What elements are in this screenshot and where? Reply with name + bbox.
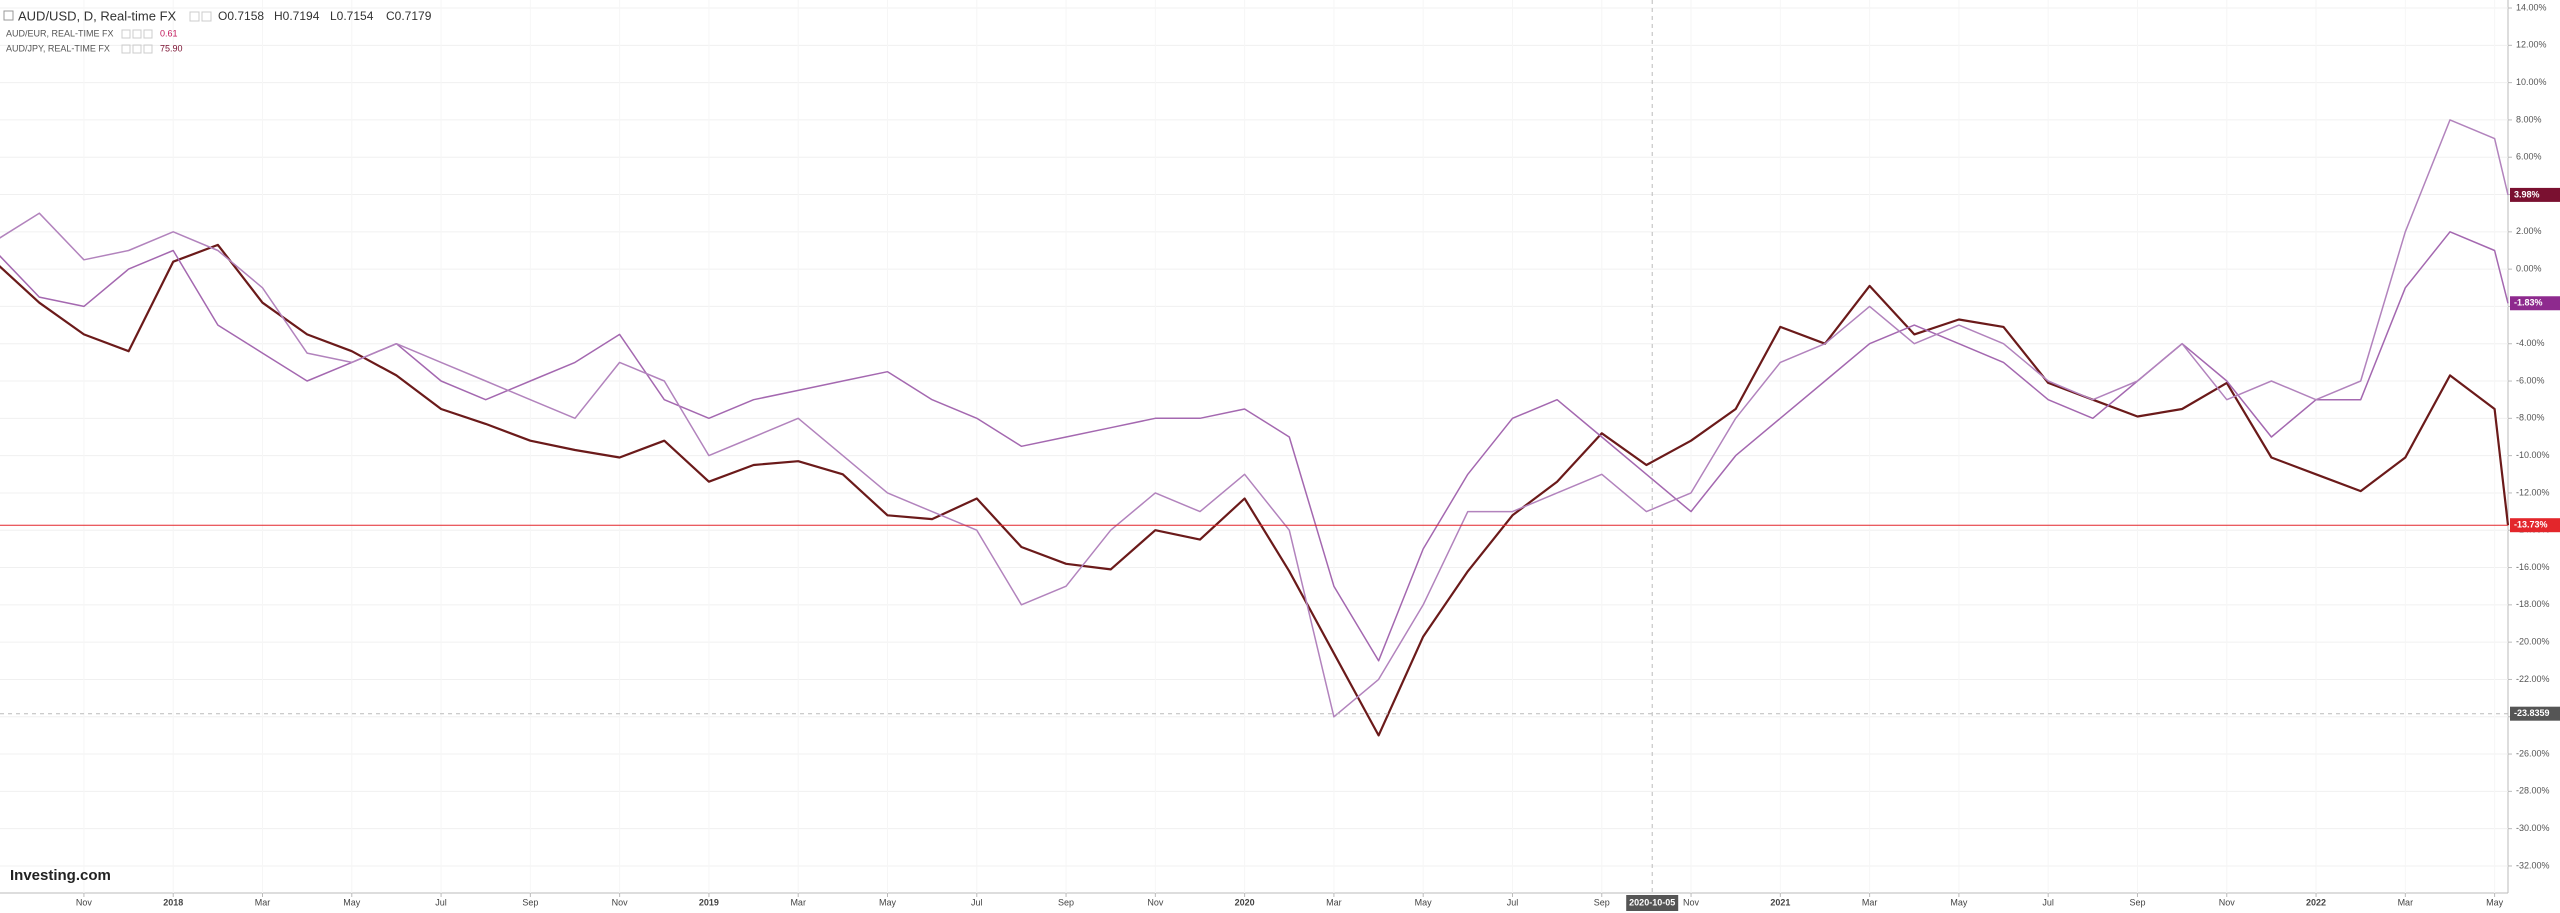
x-tick-label: Sep [1594,897,1610,907]
ohlc-value: L0.7154 [330,9,374,23]
x-tick-label: Mar [1326,897,1342,907]
x-tick-label: May [2486,897,2504,907]
y-tick-label: -6.00% [2516,375,2545,385]
ohlc-value: O0.7158 [218,9,264,23]
y-tick-label: -22.00% [2516,674,2550,684]
price-tag [2510,187,2560,202]
y-tick-label: -8.00% [2516,413,2545,423]
price-tag-label: -1.83% [2514,298,2543,308]
logo: Investing.com [10,867,111,884]
y-tick-label: 8.00% [2516,114,2542,124]
x-tick-label: 2019 [699,897,719,907]
x-tick-label: Mar [790,897,806,907]
legend-label: AUD/JPY, REAL-TIME FX [6,43,110,53]
series-line [0,119,2509,718]
legend-icon[interactable] [121,29,131,39]
x-tick-label: 2021 [1770,897,1790,907]
crosshair-y-tag [2510,706,2560,721]
chart-title: AUD/USD, D, Real-time FX [18,8,177,23]
y-tick-label: -12.00% [2516,487,2550,497]
price-tag [2510,296,2560,311]
y-tick-label: 0.00% [2516,264,2542,274]
legend-icon[interactable] [121,44,131,54]
y-tick-label: -32.00% [2516,860,2550,870]
header-icon[interactable] [189,11,200,22]
crosshair-x-label: 2020-10-05 [1629,897,1675,907]
x-tick-label: 2018 [163,897,183,907]
price-tag [2510,518,2560,533]
x-tick-label: Sep [2129,897,2145,907]
legend-icon[interactable] [132,29,142,39]
x-tick-label: Mar [1862,897,1878,907]
x-tick-label: 2020 [1235,897,1255,907]
header-icon[interactable] [201,11,212,22]
legend-icon[interactable] [143,29,153,39]
x-tick-label: May [1950,897,1968,907]
y-tick-label: 14.00% [2516,2,2547,12]
x-tick-label: 2022 [2306,897,2326,907]
x-tick-label: Nov [612,897,629,907]
x-tick-label: May [1415,897,1433,907]
price-tag-label: -13.73% [2514,520,2548,530]
x-tick-label: Jul [2042,897,2054,907]
y-tick-label: -26.00% [2516,748,2550,758]
y-tick-label: 12.00% [2516,40,2547,50]
y-tick-label: -20.00% [2516,637,2550,647]
x-tick-label: Jul [1507,897,1519,907]
x-tick-label: May [879,897,897,907]
x-tick-label: Mar [255,897,271,907]
legend-icon[interactable] [132,44,142,54]
price-tag-label: 3.98% [2514,189,2540,199]
ohlc-value: C0.7179 [386,9,432,23]
ohlc-value: H0.7194 [274,9,320,23]
x-tick-label: Sep [522,897,538,907]
legend-icon[interactable] [143,44,153,54]
x-tick-label: Nov [2219,897,2236,907]
legend-value: 0.61 [160,28,178,38]
y-tick-label: -18.00% [2516,599,2550,609]
x-tick-label: Nov [1683,897,1700,907]
crosshair-y-label: -23.8359 [2514,708,2550,718]
series-line [0,231,2509,662]
ohlc-legend: O0.7158 H0.7194 L0.7154 C0.7179 [189,9,432,23]
crosshair-x-tag [1626,895,1679,911]
collapse-icon[interactable] [3,10,14,21]
x-tick-label: May [343,897,361,907]
x-tick-label: Sep [1058,897,1074,907]
x-tick-label: Nov [76,897,93,907]
x-tick-label: Mar [2398,897,2414,907]
legend: AUD/EUR, REAL-TIME FX 0.61 AUD/JPY, REAL-T… [6,28,183,54]
y-tick-label: -16.00% [2516,562,2550,572]
y-tick-label: -28.00% [2516,786,2550,796]
plot-area [0,119,2510,737]
series-line [0,243,2510,737]
y-tick-label: -30.00% [2516,823,2550,833]
y-tick-label: 2.00% [2516,226,2542,236]
legend-label: AUD/EUR, REAL-TIME FX [6,28,114,38]
y-tick-label: 6.00% [2516,152,2542,162]
x-tick-label: Nov [1147,897,1164,907]
x-tick-label: Jul [435,897,447,907]
y-tick-label: 10.00% [2516,77,2547,87]
legend-value: 75.90 [160,43,183,53]
y-tick-label: -4.00% [2516,338,2545,348]
y-tick-label: -10.00% [2516,450,2550,460]
x-tick-label: Jul [971,897,983,907]
